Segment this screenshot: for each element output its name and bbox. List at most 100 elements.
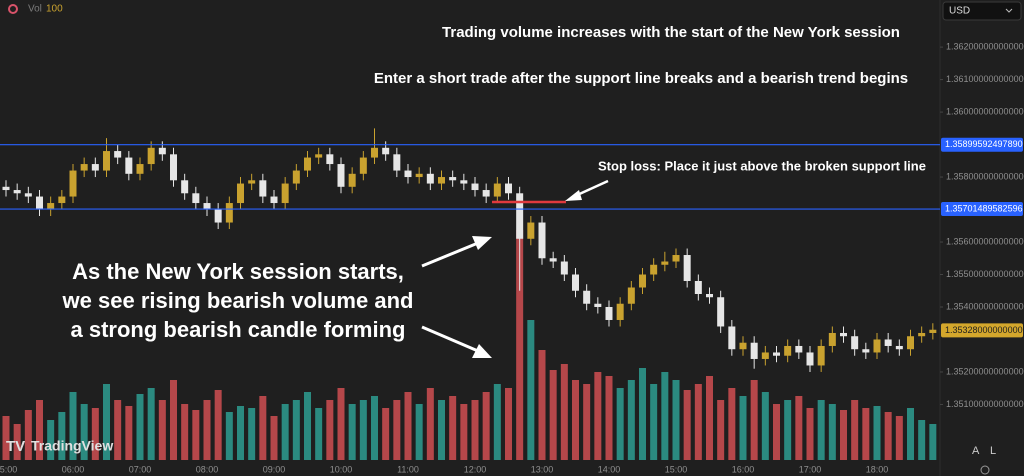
candle-body — [773, 352, 780, 356]
volume-bar — [170, 380, 177, 460]
candle-body — [125, 157, 133, 174]
candle-body — [929, 329, 937, 333]
volume-bar — [192, 410, 200, 460]
volume-bar — [828, 404, 836, 460]
candle-body — [103, 151, 110, 171]
candle-body — [728, 326, 736, 350]
volume-bar — [773, 404, 780, 460]
axis-button[interactable]: L — [990, 445, 996, 457]
candle-body — [371, 147, 378, 158]
candle-body — [627, 287, 635, 304]
volume-bar — [672, 380, 680, 460]
candle-body — [158, 147, 166, 155]
candle-body — [717, 297, 725, 327]
candle-body — [69, 170, 77, 197]
arrow — [421, 325, 479, 353]
volume-bar — [605, 376, 613, 460]
volume-bar — [2, 416, 10, 460]
volume-bar — [80, 404, 88, 460]
volume-bar — [292, 400, 300, 460]
volume-bar — [761, 392, 769, 460]
volume-bar — [594, 372, 602, 460]
candle-body — [348, 173, 356, 187]
candle-body — [438, 177, 445, 184]
y-tick-label: 1.35600000000000 — [946, 236, 1024, 246]
x-tick-label: 05:00 — [0, 464, 17, 474]
settings-icon[interactable] — [980, 465, 990, 475]
candle-body — [281, 183, 289, 204]
candle-body — [382, 147, 390, 155]
volume-bar — [237, 406, 244, 460]
candle-body — [572, 274, 579, 291]
volume-bar — [784, 400, 792, 460]
volume-bar — [91, 408, 99, 460]
volume-bar — [862, 408, 870, 460]
volume-bar — [706, 376, 713, 460]
candle-body — [683, 255, 691, 282]
y-tick-label: 1.35200000000000 — [946, 366, 1024, 376]
candle-body — [471, 183, 479, 191]
candle-body — [426, 173, 434, 184]
x-tick-label: 12:00 — [464, 464, 487, 474]
price-label-box — [941, 137, 1023, 152]
y-tick-label: 1.35400000000000 — [946, 301, 1024, 311]
volume-bar — [371, 396, 378, 460]
volume-bar — [47, 420, 55, 460]
volume-bar — [840, 410, 847, 460]
candle-body — [359, 157, 367, 174]
y-tick-label: 1.35100000000000 — [946, 399, 1024, 409]
candle-body — [192, 193, 200, 204]
volume-bar — [426, 388, 434, 460]
x-tick-label: 07:00 — [129, 464, 152, 474]
volume-bar — [158, 400, 166, 460]
x-tick-label: 11:00 — [397, 464, 419, 474]
volume-bar — [404, 392, 412, 460]
currency-caret — [1005, 8, 1013, 13]
candle-body — [918, 332, 926, 337]
y-tick-label: 1.36200000000000 — [946, 41, 1024, 51]
volume-bar — [806, 408, 814, 460]
volume-bar — [851, 400, 859, 460]
candle-body — [527, 222, 535, 239]
candle-body — [672, 255, 680, 262]
volume-bar — [259, 396, 267, 460]
axis-button[interactable]: A — [972, 445, 980, 457]
indicator-icon — [8, 4, 18, 14]
currency-box[interactable] — [942, 1, 1022, 21]
volume-bar — [750, 380, 758, 460]
arrow-head — [472, 236, 492, 250]
volume-bar — [203, 400, 211, 460]
candle-body — [605, 306, 613, 320]
volume-bar — [337, 388, 345, 460]
candle-body — [806, 352, 814, 366]
volume-bar — [270, 416, 278, 460]
x-tick-label: 18:00 — [866, 464, 889, 474]
volume-bar — [650, 384, 658, 460]
volume-bar — [13, 424, 21, 460]
brand: TradingView — [31, 438, 113, 454]
volume-bar — [884, 412, 892, 460]
y-tick-label: 1.36100000000000 — [946, 74, 1024, 84]
volume-bar — [929, 424, 937, 460]
candle-body — [650, 264, 658, 275]
y-tick-label: 1.35500000000000 — [946, 269, 1024, 279]
candle-body — [393, 154, 401, 171]
volume-bar — [304, 392, 311, 460]
x-tick-label: 13:00 — [531, 464, 554, 474]
candle-body — [761, 352, 769, 359]
volume-bar — [36, 400, 43, 460]
x-tick-label: 08:00 — [196, 464, 219, 474]
price-label: 1.35701489582596 — [945, 203, 1023, 213]
annotation: a strong bearish candle forming — [71, 317, 406, 342]
volume-bar — [438, 400, 445, 460]
y-tick-label: 1.35800000000000 — [946, 171, 1024, 181]
volume-bar — [415, 404, 423, 460]
candle-body — [170, 154, 177, 181]
x-tick-label: 06:00 — [62, 464, 85, 474]
candle-body — [784, 345, 792, 356]
volume-bar — [281, 404, 289, 460]
currency[interactable]: USD — [949, 6, 970, 17]
y-tick-label: 1.36000000000000 — [946, 106, 1024, 116]
candle-body — [270, 196, 278, 204]
price-label: 1.35899592497890 — [945, 139, 1023, 149]
